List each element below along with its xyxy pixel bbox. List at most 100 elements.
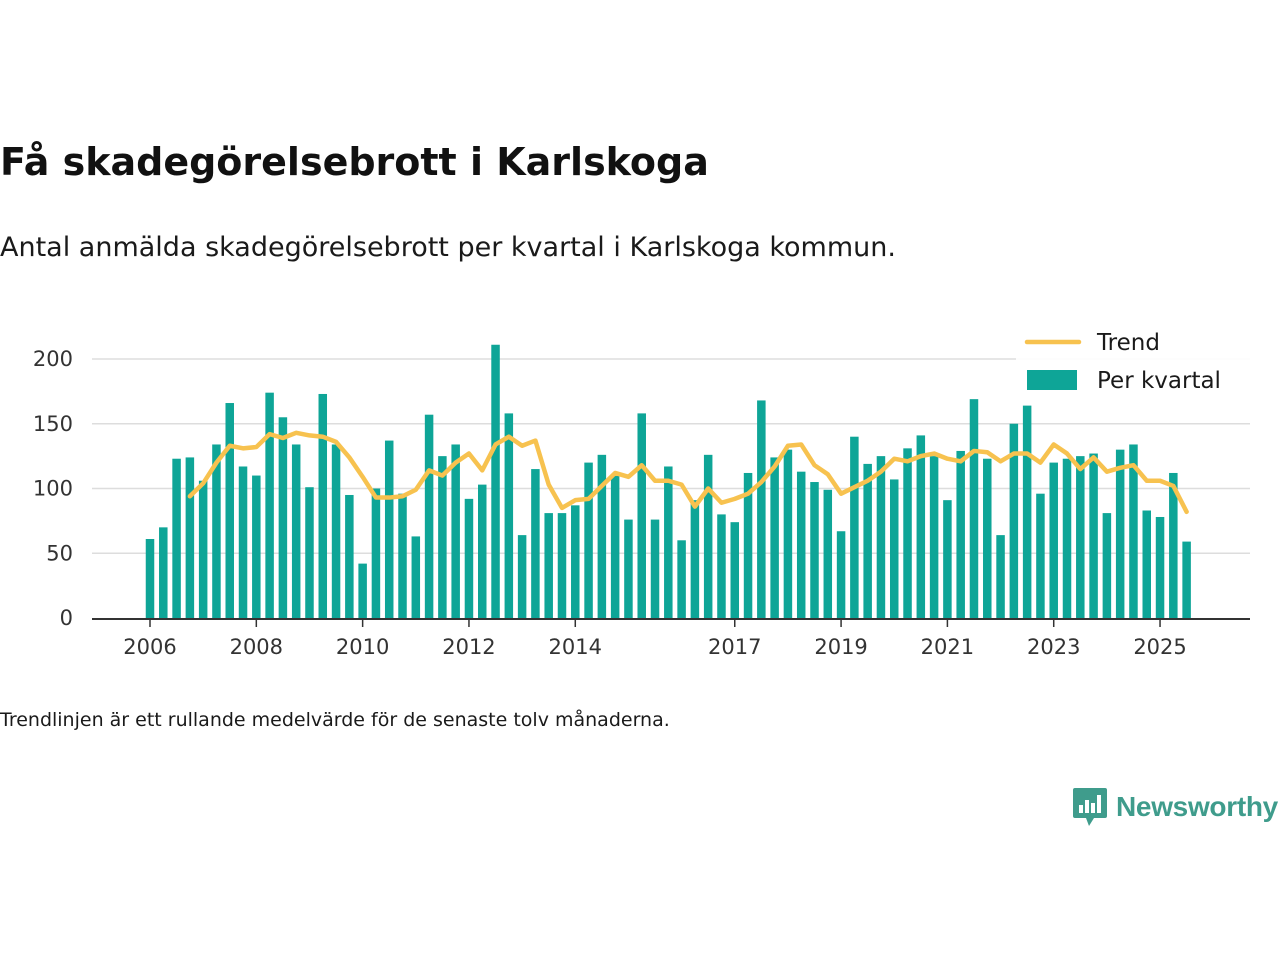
bar-2018-Q2 bbox=[796, 471, 806, 618]
bar-2010-Q3 bbox=[384, 440, 394, 618]
x-tick-label: 2012 bbox=[442, 635, 495, 659]
bar-2014-Q1 bbox=[571, 505, 580, 618]
bar-2009-Q2 bbox=[318, 393, 328, 618]
bar-2024-Q2 bbox=[1115, 449, 1125, 618]
chart-title: Få skadegörelsebrott i Karlskoga bbox=[0, 140, 709, 184]
bar-2020-Q3 bbox=[916, 435, 926, 618]
newsworthy-logo-icon bbox=[1073, 788, 1107, 826]
bar-2012-Q1 bbox=[464, 498, 474, 618]
bar-2019-Q1 bbox=[836, 531, 846, 618]
bar-2024-Q1 bbox=[1102, 513, 1112, 618]
bar-2016-Q3 bbox=[703, 454, 713, 618]
bar-2025-Q1 bbox=[1155, 516, 1165, 618]
bar-2011-Q2 bbox=[424, 414, 434, 618]
bar-2018-Q1 bbox=[783, 449, 793, 618]
bar-2020-Q4 bbox=[929, 456, 939, 619]
bar-2007-Q1 bbox=[198, 480, 208, 618]
bar-2012-Q3 bbox=[491, 344, 500, 618]
bar-2012-Q2 bbox=[478, 484, 487, 618]
bar-2025-Q3 bbox=[1182, 541, 1191, 618]
newsworthy-logo-text: Newsworthy bbox=[1116, 791, 1278, 822]
bar-2024-Q3 bbox=[1129, 444, 1138, 618]
bar-2021-Q3 bbox=[969, 399, 979, 618]
chart-note: Trendlinjen är ett rullande medelvärde f… bbox=[0, 709, 670, 731]
bar-2006-Q2 bbox=[159, 527, 168, 618]
bar-2013-Q2 bbox=[531, 469, 540, 618]
bar-2010-Q4 bbox=[398, 493, 407, 618]
bar-2024-Q4 bbox=[1142, 510, 1151, 618]
bar-2015-Q3 bbox=[650, 519, 660, 618]
bar-2013-Q1 bbox=[517, 535, 527, 618]
bar-2021-Q4 bbox=[983, 458, 992, 618]
trend-line bbox=[187, 430, 1189, 515]
bar-2014-Q3 bbox=[597, 454, 607, 618]
bar-2022-Q1 bbox=[996, 535, 1005, 618]
legend-trend-label: Trend bbox=[1096, 330, 1160, 356]
legend-bar-label: Per kvartal bbox=[1097, 368, 1221, 394]
bar-2008-Q2 bbox=[265, 392, 274, 618]
bar-2022-Q4 bbox=[1036, 493, 1045, 618]
bar-2015-Q4 bbox=[664, 466, 673, 618]
bar-2010-Q1 bbox=[358, 563, 367, 618]
axes: 2006 2008 2010 2012 2014 2017 2019 2021 2023 2025 bbox=[92, 618, 1250, 659]
bar-2022-Q3 bbox=[1022, 405, 1032, 618]
bar-2007-Q2 bbox=[212, 444, 221, 618]
bar-2023-Q3 bbox=[1076, 456, 1085, 619]
bar-2016-Q4 bbox=[717, 514, 726, 618]
bar-2006-Q4 bbox=[185, 457, 195, 618]
bar-2017-Q4 bbox=[770, 457, 779, 618]
bar-2007-Q3 bbox=[225, 403, 234, 618]
bar-2007-Q4 bbox=[238, 466, 248, 618]
bar-2017-Q3 bbox=[757, 400, 766, 618]
bar-2009-Q4 bbox=[345, 494, 354, 618]
bar-series bbox=[145, 344, 1191, 619]
bar-2013-Q3 bbox=[544, 513, 553, 618]
bar-2014-Q2 bbox=[584, 462, 593, 618]
bar-2016-Q1 bbox=[677, 540, 686, 618]
bar-2020-Q2 bbox=[903, 448, 912, 618]
y-tick-label: 50 bbox=[46, 541, 73, 565]
chart: 0 50 100 150 200 2006 2008 2010 2012 2014 2017 201… bbox=[33, 322, 1252, 659]
x-tick-label: 2021 bbox=[921, 635, 974, 659]
y-tick-label: 150 bbox=[33, 412, 73, 436]
x-tick-label: 2019 bbox=[814, 635, 867, 659]
bar-2018-Q4 bbox=[823, 489, 833, 618]
bar-2006-Q1 bbox=[145, 539, 155, 618]
bar-2019-Q4 bbox=[876, 456, 886, 619]
chart-subtitle: Antal anmälda skadegörelsebrott per kvar… bbox=[0, 232, 896, 263]
bar-2011-Q4 bbox=[451, 444, 460, 618]
x-tick-label: 2010 bbox=[336, 635, 389, 659]
bar-2023-Q1 bbox=[1049, 462, 1058, 618]
bar-2025-Q2 bbox=[1169, 472, 1178, 618]
legend-bar-swatch bbox=[1027, 370, 1077, 390]
bar-2016-Q2 bbox=[690, 500, 700, 618]
x-tick-label: 2025 bbox=[1133, 635, 1186, 659]
bar-2009-Q1 bbox=[305, 487, 314, 618]
bar-2010-Q2 bbox=[371, 488, 381, 618]
legend: Trend Per kvartal bbox=[1016, 322, 1252, 404]
x-tick-label: 2023 bbox=[1027, 635, 1080, 659]
bar-2008-Q3 bbox=[278, 417, 288, 618]
bar-2008-Q4 bbox=[291, 444, 301, 618]
bar-2021-Q1 bbox=[943, 500, 952, 618]
bar-2023-Q2 bbox=[1062, 458, 1072, 618]
bar-2019-Q2 bbox=[850, 436, 859, 618]
x-tick-label: 2017 bbox=[708, 635, 761, 659]
y-tick-label: 0 bbox=[60, 606, 73, 630]
bar-2006-Q3 bbox=[172, 458, 181, 618]
bar-2018-Q3 bbox=[810, 482, 819, 618]
x-tick-label: 2006 bbox=[123, 635, 176, 659]
legend-background bbox=[1016, 322, 1252, 404]
bar-2020-Q1 bbox=[889, 479, 899, 618]
bar-2017-Q2 bbox=[743, 472, 753, 618]
bar-2019-Q3 bbox=[863, 463, 872, 618]
x-tick-label: 2008 bbox=[230, 635, 283, 659]
bar-2015-Q2 bbox=[637, 413, 646, 618]
bar-2017-Q1 bbox=[730, 522, 740, 618]
bar-2011-Q1 bbox=[411, 536, 421, 618]
newsworthy-logo: Newsworthy bbox=[1072, 786, 1278, 828]
bar-2023-Q4 bbox=[1089, 453, 1098, 618]
y-tick-label: 100 bbox=[33, 477, 73, 501]
bar-2009-Q3 bbox=[331, 444, 341, 618]
bar-2013-Q4 bbox=[557, 513, 567, 618]
